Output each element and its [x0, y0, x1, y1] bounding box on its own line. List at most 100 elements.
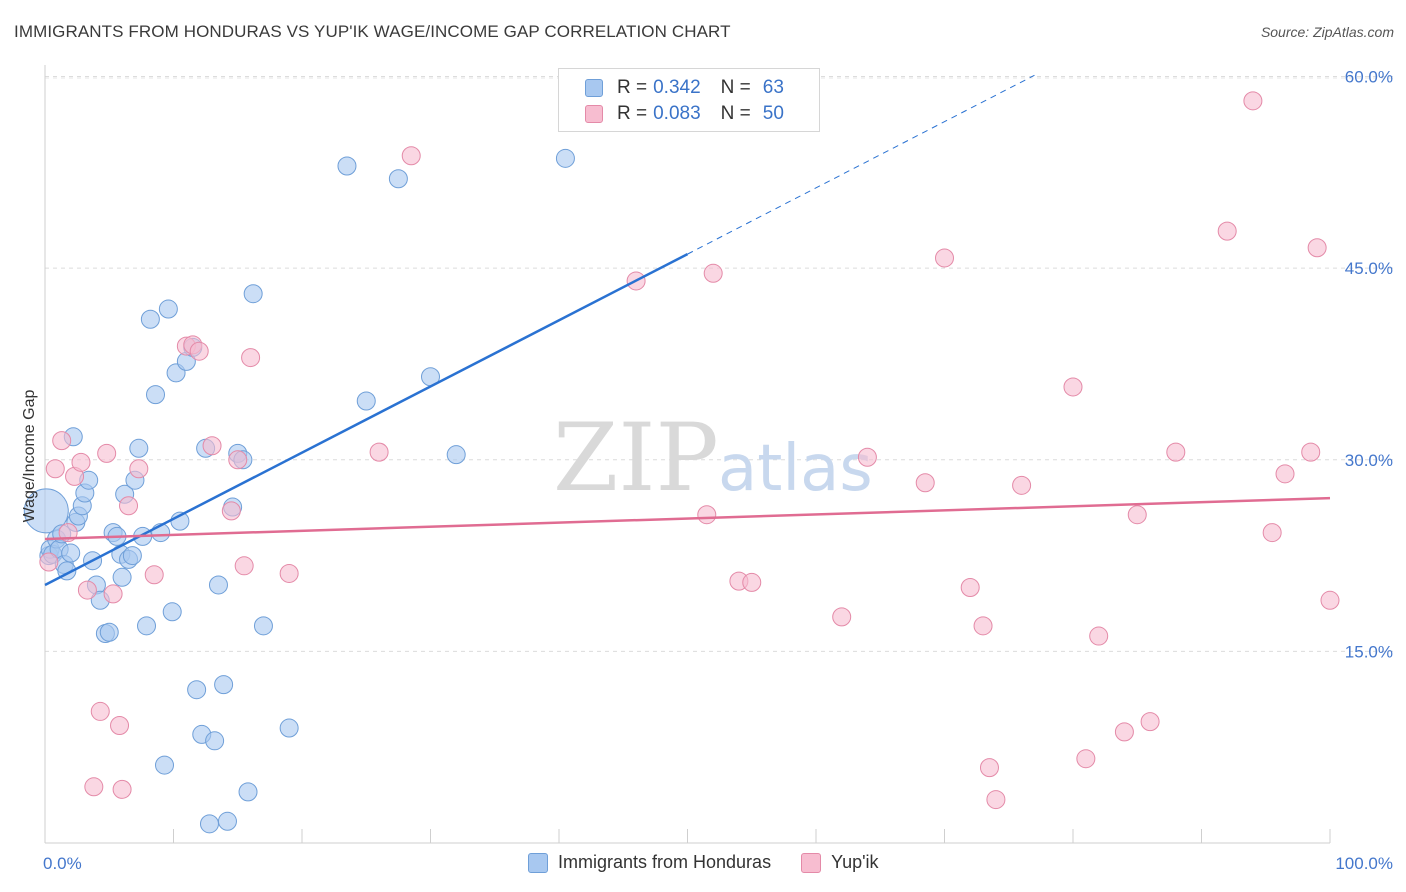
- honduras-point: [238, 782, 258, 802]
- honduras-point: [337, 156, 357, 176]
- chart-title: IMMIGRANTS FROM HONDURAS VS YUP'IK WAGE/…: [14, 22, 731, 41]
- yupik-point: [39, 552, 59, 572]
- yupik-point: [228, 450, 248, 470]
- data-points: [23, 91, 1340, 834]
- axes: [44, 65, 1331, 844]
- series-swatch-honduras: [528, 852, 548, 873]
- series-legend-item-yupik[interactable]: Yup'ik: [801, 852, 879, 873]
- yupik-point: [986, 790, 1006, 810]
- honduras-point: [187, 680, 207, 700]
- honduras-point: [146, 385, 166, 405]
- legend-row-honduras: R = 0.342 N = 63: [585, 76, 784, 100]
- honduras-point: [446, 445, 466, 465]
- yupik-point: [973, 616, 993, 636]
- yupik-point: [241, 348, 261, 368]
- yupik-point: [697, 505, 717, 525]
- watermark-atlas: atlas: [718, 432, 873, 506]
- yupik-point: [1012, 475, 1032, 495]
- yupik-point: [703, 263, 723, 283]
- legend-n-label: N =: [720, 77, 751, 98]
- yupik-point: [1307, 238, 1327, 258]
- yupik-point: [144, 565, 164, 585]
- yupik-point: [369, 442, 389, 462]
- stats-legend: R = 0.342 N = 63 R = 0.083 N = 50: [558, 68, 820, 132]
- yupik-point: [84, 777, 104, 797]
- honduras-point: [279, 718, 299, 738]
- yupik-point: [960, 578, 980, 598]
- yupik-point: [1301, 442, 1321, 462]
- honduras-point: [555, 148, 575, 168]
- series-legend: Immigrants from Honduras Yup'ik: [528, 852, 909, 873]
- honduras-point: [217, 811, 237, 831]
- yupik-point: [234, 556, 254, 576]
- yupik-point: [45, 459, 65, 479]
- legend-r-label: R =: [617, 77, 648, 98]
- series-legend-label: Yup'ik: [831, 852, 879, 872]
- honduras-point: [23, 488, 69, 534]
- honduras-point: [214, 675, 234, 695]
- honduras-point: [137, 616, 157, 636]
- yupik-point: [857, 447, 877, 467]
- honduras-point: [61, 543, 81, 563]
- yupik-point: [97, 443, 117, 463]
- x-tick-label-min: 0.0%: [43, 854, 82, 873]
- yupik-point: [979, 758, 999, 778]
- honduras-point: [112, 567, 132, 587]
- honduras-point: [162, 602, 182, 622]
- yupik-point: [935, 248, 954, 268]
- y-tick-label: 15.0%: [1345, 642, 1393, 661]
- source-label: Source: ZipAtlas.com: [1260, 24, 1394, 40]
- honduras-point: [122, 546, 142, 566]
- honduras-point: [155, 755, 175, 775]
- yupik-point: [1275, 464, 1295, 484]
- legend-n-label: N =: [720, 103, 751, 124]
- yupik-point: [202, 436, 222, 456]
- yupik-point: [1140, 712, 1160, 732]
- yupik-point: [77, 580, 97, 600]
- yupik-point: [1320, 590, 1340, 610]
- yupik-point: [1076, 749, 1096, 769]
- watermark: ZIP atlas: [553, 404, 873, 513]
- yupik-point: [221, 501, 241, 521]
- yupik-point: [915, 473, 935, 493]
- legend-r-value: 0.083: [653, 103, 701, 124]
- honduras-point: [99, 622, 119, 642]
- y-tick-label: 45.0%: [1345, 259, 1393, 278]
- legend-row-yupik: R = 0.083 N = 50: [585, 102, 784, 126]
- yupik-point: [52, 431, 72, 451]
- yupik-point: [112, 779, 132, 799]
- legend-swatch-yupik: [585, 105, 603, 123]
- legend-r-value: 0.342: [653, 77, 701, 98]
- series-legend-label: Immigrants from Honduras: [558, 852, 772, 872]
- series-swatch-yupik: [801, 852, 822, 873]
- yupik-point: [1166, 442, 1186, 462]
- honduras-point: [140, 309, 160, 329]
- yupik-point: [832, 607, 852, 627]
- legend-n-value: 50: [762, 103, 784, 124]
- legend-n-value: 63: [762, 77, 784, 98]
- yupik-point: [1063, 377, 1083, 397]
- yupik-point: [71, 452, 91, 472]
- tick-labels: 15.0% 30.0% 45.0% 60.0% 0.0% 100.0%: [43, 68, 1393, 873]
- series-legend-item-honduras[interactable]: Immigrants from Honduras: [528, 852, 771, 873]
- yupik-point: [1127, 505, 1147, 525]
- honduras-point: [356, 391, 376, 411]
- honduras-point: [388, 169, 408, 189]
- honduras-point: [243, 284, 263, 304]
- yupik-point: [189, 341, 209, 361]
- honduras-point: [208, 575, 228, 595]
- yupik-point: [401, 146, 421, 166]
- yupik-point: [742, 572, 762, 592]
- honduras-point: [205, 731, 225, 751]
- legend-r-label: R =: [617, 103, 648, 124]
- trend-lines: [44, 74, 1331, 587]
- y-tick-label: 60.0%: [1345, 68, 1393, 87]
- honduras-point: [253, 616, 273, 636]
- y-tick-label: 30.0%: [1345, 451, 1393, 470]
- yupik-point: [90, 701, 110, 721]
- yupik-point: [119, 496, 139, 516]
- yupik-point: [110, 715, 130, 735]
- yupik-point: [1089, 626, 1109, 646]
- yupik-point: [1217, 221, 1237, 241]
